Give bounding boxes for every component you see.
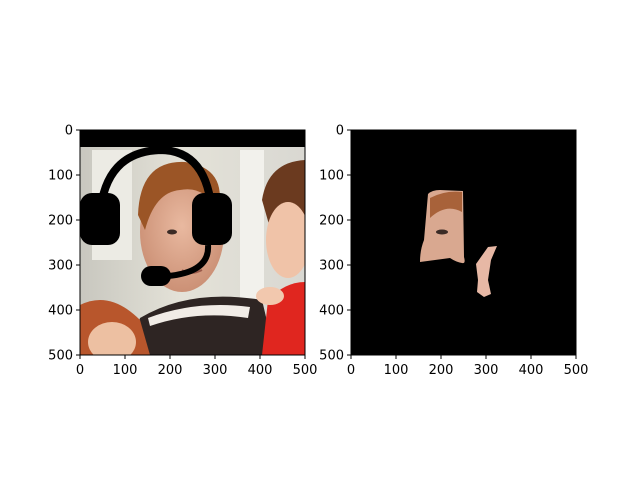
x-tick-label: 0 [76, 363, 84, 378]
x-tick-label: 500 [564, 363, 589, 378]
y-tick-label: 500 [319, 349, 344, 364]
y-tick-label: 400 [319, 304, 344, 319]
headset-mic [141, 266, 171, 286]
right-axes-frame [350, 129, 577, 356]
right-image-panel [351, 130, 576, 355]
x-tick-label: 200 [158, 363, 183, 378]
left-pillar [240, 150, 264, 300]
y-tick-label: 300 [319, 259, 344, 274]
y-tick-label: 0 [336, 124, 344, 139]
headset-left-earcup [80, 193, 120, 245]
y-tick-label: 100 [319, 169, 344, 184]
x-tick-label: 400 [519, 363, 544, 378]
headset-icon [80, 145, 232, 286]
y-tick-label: 300 [48, 259, 73, 274]
man-hair [138, 161, 220, 230]
y-tick-label: 100 [48, 169, 73, 184]
mask-hair-fragment [430, 191, 462, 218]
man-left-eye [167, 229, 177, 235]
y-tick-label: 200 [48, 214, 73, 229]
x-tick-label: 100 [113, 363, 138, 378]
man-collar [148, 305, 250, 326]
left-image-panel [80, 130, 305, 355]
y-tick-label: 0 [65, 124, 73, 139]
left-top-black-band [80, 130, 305, 147]
child-hand [256, 287, 284, 305]
x-tick-label: 500 [293, 363, 318, 378]
y-tick-label: 500 [48, 349, 73, 364]
child-face [266, 202, 305, 278]
x-tick-label: 300 [474, 363, 499, 378]
y-tick-label: 200 [319, 214, 344, 229]
headset-band [96, 145, 216, 216]
x-tick-label: 300 [203, 363, 228, 378]
headset-mic-arm [167, 244, 212, 279]
x-tick-label: 100 [384, 363, 409, 378]
mask-skin-patch [476, 246, 497, 297]
girl-face [88, 322, 136, 355]
left-axes-frame [79, 129, 306, 356]
x-tick-label: 400 [248, 363, 273, 378]
headset-right-earcup [192, 193, 232, 245]
x-tick-label: 0 [347, 363, 355, 378]
mask-eye [436, 229, 448, 235]
y-tick-label: 400 [48, 304, 73, 319]
x-tick-label: 200 [429, 363, 454, 378]
